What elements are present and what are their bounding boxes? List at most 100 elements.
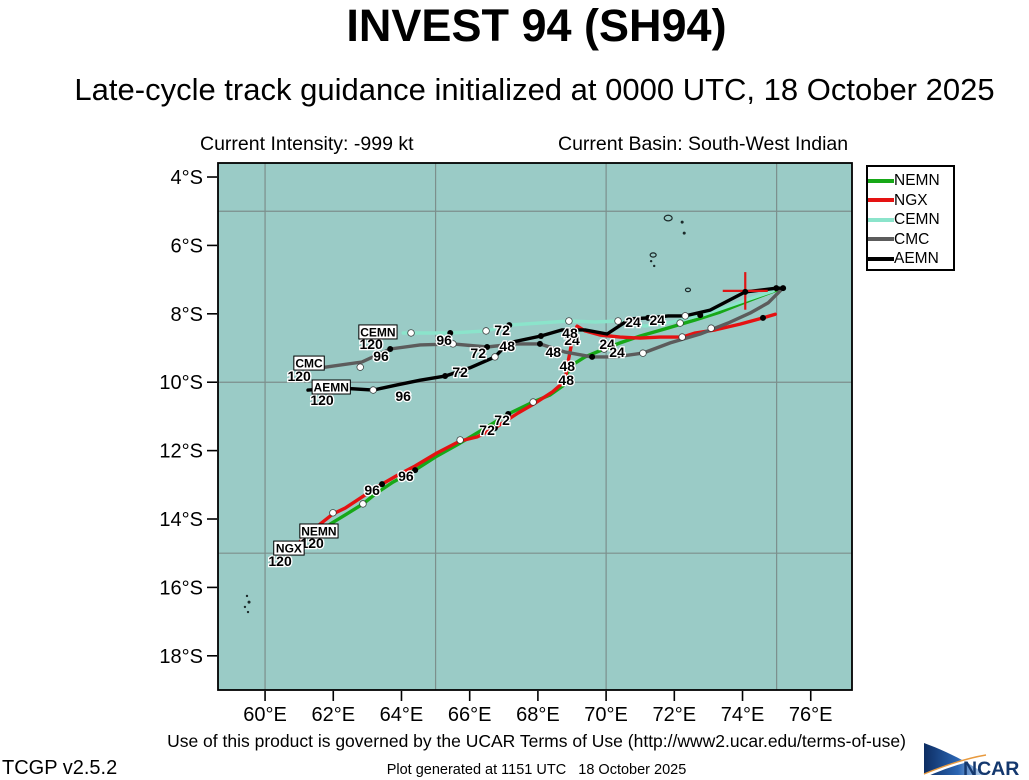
current-intensity-label: Current Intensity: -999 kt	[200, 133, 414, 155]
island-outline	[684, 287, 692, 293]
x-tick-label: 70°E	[584, 704, 628, 726]
track-dot-white-AEMN	[491, 353, 499, 361]
track-dot-white-CEMN	[614, 317, 622, 325]
model-box-NEMN	[299, 523, 339, 539]
model-box-NGX	[273, 540, 305, 556]
legend-entry-CEMN: CEMN	[868, 210, 953, 230]
legend-line-sample-CMC	[868, 237, 894, 242]
model-box-label-CEMN: CEMN	[360, 325, 395, 339]
x-tick-label: 64°E	[380, 704, 424, 726]
track-dot-black-NGX	[759, 314, 766, 321]
y-tick-label: 8°S	[171, 304, 203, 326]
track-dot-black-NEMN	[505, 411, 512, 418]
plot-subtitle: Late-cycle track guidance initialized at…	[74, 72, 995, 107]
ncar-logo-arc-orange	[923, 754, 987, 775]
legend-line-sample-AEMN	[868, 256, 894, 261]
track-dot-white-CMC	[356, 363, 364, 371]
map-border	[217, 162, 853, 691]
ncar-logo: NCAR	[920, 731, 1029, 780]
track-dot-black-NGX	[379, 481, 386, 488]
island-speck	[247, 600, 251, 604]
track-dot-black-NGX	[491, 425, 498, 432]
generated-timestamp: Plot generated at 1151 UTC 18 October 20…	[386, 762, 687, 778]
ncar-logo-text: NCAR	[963, 758, 1019, 780]
x-tick-label: 60°E	[243, 704, 287, 726]
hour-label-CMC: 120	[287, 368, 311, 384]
ncar-logo-swoosh	[924, 743, 986, 775]
x-tick-label: 76°E	[789, 704, 833, 726]
track-dot-white-NEMN	[529, 398, 537, 406]
hour-label-AEMN: 24	[649, 312, 665, 328]
hour-label-NEMN: 96	[398, 468, 414, 484]
track-dot-white-CMC	[707, 324, 715, 332]
map-background	[218, 163, 852, 690]
legend-line-sample-NEMN	[868, 178, 894, 183]
y-tick-label: 12°S	[159, 441, 203, 463]
legend-entry-AEMN: AEMN	[868, 249, 953, 269]
current-basin-label: Current Basin: South-West Indian	[558, 133, 849, 155]
track-dot-white-AEMN	[369, 386, 377, 394]
track-dot-black-AEMN	[773, 285, 780, 292]
track-dot-white-NGX	[678, 333, 686, 341]
legend-label-NEMN: NEMN	[894, 172, 940, 190]
track-dot-black-CMC	[387, 346, 394, 353]
model-box-label-CMC: CMC	[295, 357, 323, 371]
track-dot-white-CMC	[639, 349, 647, 357]
hour-label-NEMN: 24	[599, 336, 615, 352]
track-dot-white-NEMN	[676, 319, 684, 327]
legend-entry-CMC: CMC	[868, 230, 953, 250]
hour-label-CEMN: 48	[562, 325, 578, 341]
hour-label-AEMN: 96	[395, 388, 411, 404]
hour-label-NEMN: 48	[559, 358, 575, 374]
hour-label-AEMN: 120	[310, 392, 334, 408]
track-dot-black-NEMN	[412, 467, 419, 474]
model-box-label-NEMN: NEMN	[301, 524, 336, 538]
hour-label-CMC: 96	[373, 348, 389, 364]
model-box-CEMN	[358, 324, 398, 340]
track-dot-white-NEMN	[359, 500, 367, 508]
plot-title: INVEST 94 (SH94)	[346, 0, 727, 51]
terms-of-use-text: Use of this product is governed by the U…	[167, 731, 906, 751]
legend-label-NGX: NGX	[894, 191, 928, 209]
track-AEMN	[306, 286, 785, 392]
track-dot-black-AEMN	[742, 288, 749, 295]
x-tick-label: 74°E	[721, 704, 765, 726]
ncar-logo-graphic: NCAR	[921, 743, 1019, 780]
model-legend: NEMN NGX CEMN CMC AEMN	[866, 165, 955, 271]
hour-label-CMC: 48	[499, 338, 515, 354]
hour-label-AEMN: 72	[452, 364, 468, 380]
island-speck	[682, 231, 686, 235]
version-label: TCGP v2.5.2	[2, 757, 118, 779]
track-dot-white-NEMN	[600, 345, 608, 353]
x-tick-label: 66°E	[448, 704, 492, 726]
hour-label-NEMN: 72	[494, 412, 510, 428]
y-tick-label: 4°S	[171, 167, 203, 189]
x-tick-label: 68°E	[516, 704, 560, 726]
track-dot-black-CEMN	[447, 329, 454, 336]
track-dot-black-AEMN	[780, 285, 787, 292]
island-speck	[680, 220, 684, 224]
track-dot-white-CEMN	[482, 327, 490, 335]
legend-entry-NGX: NGX	[868, 191, 953, 211]
track-CMC	[323, 287, 784, 369]
legend-line-sample-CEMN	[868, 217, 894, 222]
track-dot-black-CMC	[484, 343, 491, 350]
island-speck	[245, 594, 249, 598]
track-dot-black-CMC	[536, 340, 543, 347]
model-box-label-AEMN: AEMN	[314, 381, 349, 395]
hour-label-CEMN: 24	[625, 314, 641, 330]
y-tick-label: 16°S	[159, 577, 203, 599]
island-speck	[246, 610, 250, 614]
legend-label-AEMN: AEMN	[894, 250, 939, 268]
model-box-CMC	[293, 355, 325, 371]
track-dot-black-AEMN	[537, 333, 544, 340]
track-dot-white-NGX	[456, 436, 464, 444]
x-tick-label: 62°E	[311, 704, 355, 726]
track-NGX	[293, 312, 777, 548]
track-dot-black-CMC	[589, 353, 596, 360]
hour-label-NGX: 48	[558, 372, 574, 388]
track-dot-black-CEMN	[697, 312, 704, 319]
island-outline	[649, 252, 657, 258]
y-tick-label: 6°S	[171, 235, 203, 257]
island-speck	[243, 605, 247, 609]
